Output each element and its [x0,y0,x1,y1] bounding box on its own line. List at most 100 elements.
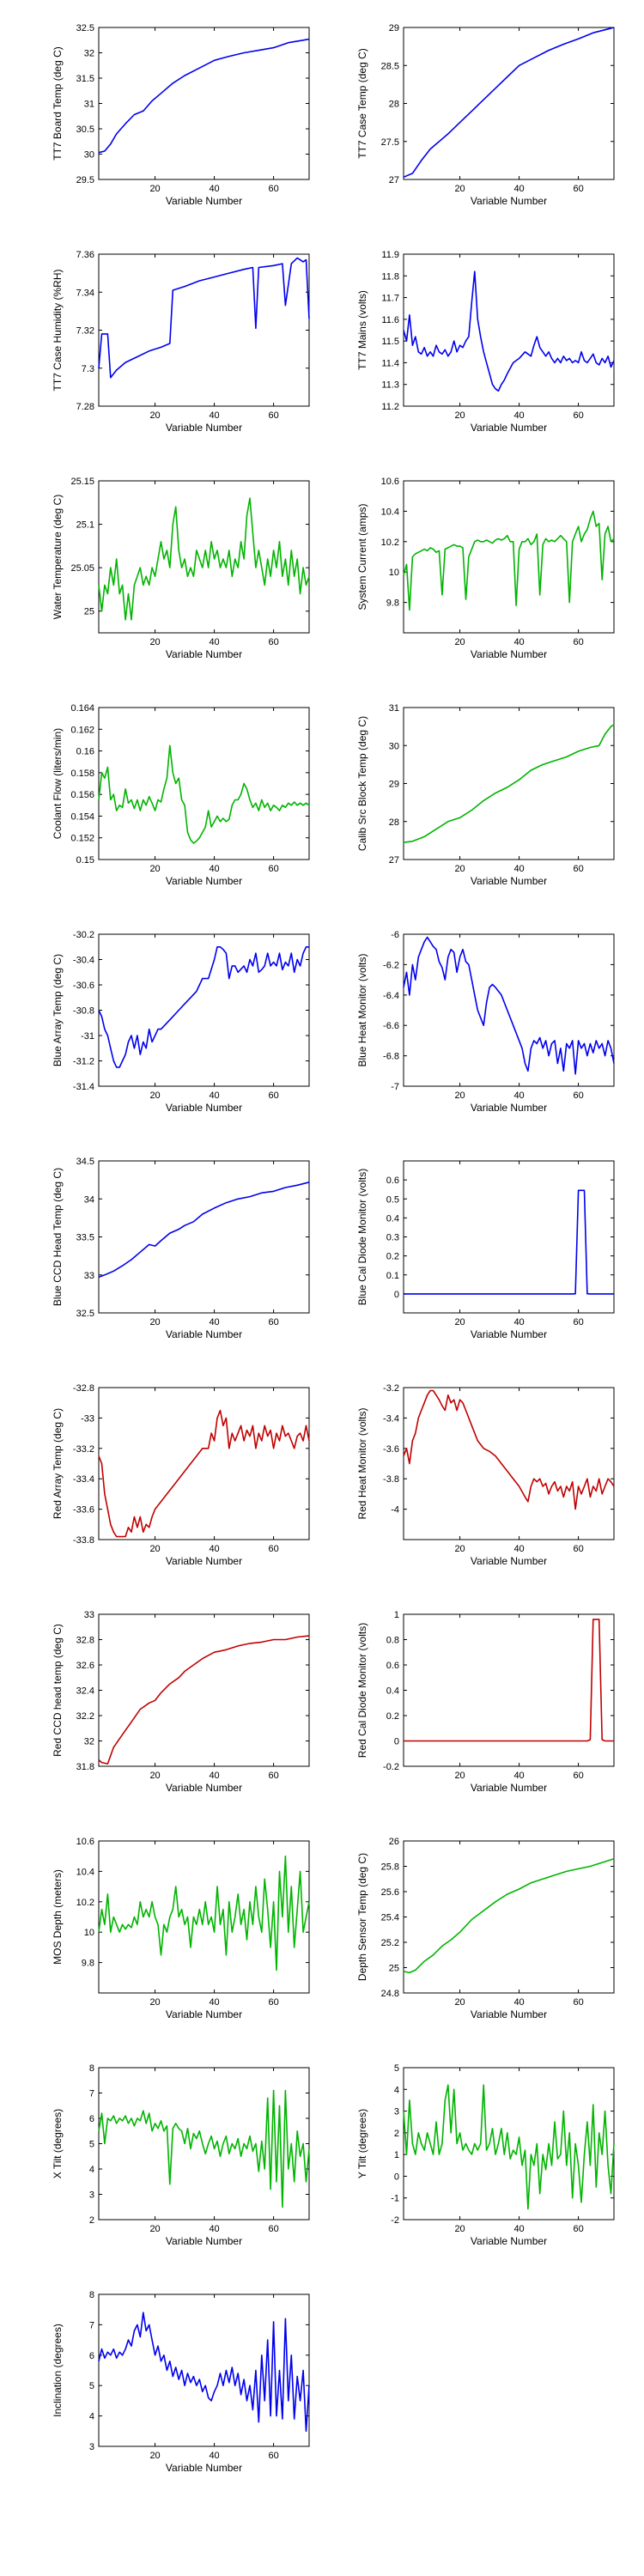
subplot-5: 20 40 60 25 25.05 25.1 25.15 Variable Number Wat… [52,477,310,660]
y-tick-label: 10.4 [76,1867,94,1877]
y-tick-label: -33.4 [73,1474,94,1485]
x-tick-label: 60 [268,2451,278,2461]
x-tick-label: 20 [454,864,465,874]
x-tick-label: 60 [268,410,278,421]
y-tick-label: -33.6 [73,1505,94,1516]
subplot-21: 20 40 60 3 4 5 6 7 8 Variable Number Inclination (… [52,2290,310,2474]
x-tick-label: 20 [149,410,160,421]
x-tick-label: 40 [209,1997,219,2008]
y-tick-label: 10.6 [76,1837,94,1847]
y-axis-label: TT7 Case Temp (deg C) [356,48,368,159]
subplot-15: 20 40 60 31.8 32 32.2 32.4 32.6 32.8 33 Variable N… [52,1610,310,1794]
x-tick-label: 40 [513,1317,524,1327]
subplot-2: 20 40 60 27 27.5 28 28.5 29 Variable Number TT7 C… [356,23,615,207]
y-tick-label: 2 [89,2215,94,2226]
x-axis-label: Variable Number [471,648,547,660]
series-line [98,38,310,154]
y-tick-label: 11.6 [381,315,399,325]
x-tick-label: 40 [209,864,219,874]
x-tick-label: 20 [149,637,160,647]
y-tick-label: 0.156 [70,790,94,800]
y-tick-label: 33.5 [76,1233,94,1243]
y-tick-label: 34 [84,1194,94,1205]
series-line [403,1389,615,1510]
x-tick-label: 40 [209,410,219,421]
x-tick-label: 40 [513,1771,524,1781]
axes-frame [98,933,310,1087]
x-axis-label: Variable Number [471,1555,547,1567]
y-tick-label: 27.5 [381,137,399,148]
axes-frame [98,1613,310,1767]
x-axis-label: Variable Number [471,195,547,207]
x-axis-label: Variable Number [471,875,547,887]
x-axis-label: Variable Number [166,1328,242,1340]
y-tick-label: 26 [389,1837,399,1847]
y-tick-label: 25 [84,607,94,617]
x-tick-label: 60 [268,2224,278,2234]
y-tick-label: 34.5 [76,1157,94,1167]
y-tick-label: 32.5 [76,23,94,33]
y-tick-label: 32.8 [76,1636,94,1646]
y-tick-label: 32 [84,1737,94,1747]
y-axis-label: Red Array Temp (deg C) [52,1408,64,1519]
x-axis-label: Variable Number [166,1102,242,1114]
subplot-3: 20 40 60 7.28 7.3 7.32 7.34 7.36 Variable Number… [52,250,310,434]
y-tick-label: 6 [89,2351,94,2361]
x-axis-label: Variable Number [166,2235,242,2247]
y-tick-label: -6.6 [383,1021,399,1031]
y-tick-label: 0.5 [386,1194,399,1205]
subplot-7: 20 40 60 0.15 0.152 0.154 0.156 0.158 0.16 0.162 0… [52,703,310,887]
y-tick-label: 25.4 [381,1913,399,1923]
y-tick-label: 5 [89,2381,94,2391]
y-tick-label: 28 [389,817,399,828]
y-tick-label: 10.6 [381,477,399,487]
y-axis-label: TT7 Mains (volts) [356,290,368,370]
y-tick-label: 3 [89,2190,94,2201]
y-tick-label: 5 [89,2140,94,2150]
y-tick-label: 0.6 [386,1661,399,1671]
y-tick-label: 0.2 [386,1252,399,1262]
x-tick-label: 20 [149,1544,160,1554]
y-tick-label: 0.3 [386,1233,399,1243]
x-axis-label: Variable Number [166,875,242,887]
y-tick-label: 10.2 [381,538,399,548]
y-axis-label: TT7 Case Humidity (%RH) [52,269,64,391]
x-tick-label: 60 [268,1544,278,1554]
axes-frame [403,27,615,180]
y-tick-label: 10.4 [381,507,399,517]
axes-frame [403,1840,615,1994]
x-tick-label: 20 [149,1317,160,1327]
x-tick-label: 60 [573,637,583,647]
y-tick-label: -3.8 [383,1474,399,1485]
y-tick-label: 29 [389,780,399,790]
x-tick-label: 40 [513,637,524,647]
y-tick-label: 11.5 [381,337,399,347]
series-line [404,1619,614,1742]
y-tick-label: -2 [391,2215,399,2226]
y-tick-label: 7.3 [82,364,94,374]
y-tick-label: -3.2 [383,1383,399,1394]
x-tick-label: 40 [513,864,524,874]
x-tick-label: 40 [209,1771,219,1781]
y-tick-label: -6.2 [383,960,399,970]
y-tick-label: 30 [389,741,399,751]
series-line [98,497,310,621]
y-tick-label: 1 [394,1610,399,1620]
x-axis-label: Variable Number [471,2235,547,2247]
y-tick-label: -6.8 [383,1052,399,1062]
x-tick-label: 60 [573,1771,583,1781]
y-tick-label: 8 [89,2063,94,2074]
y-tick-label: 0.16 [76,747,94,757]
y-tick-label: 4 [394,2085,399,2095]
y-axis-label: Inclination (degrees) [52,2324,64,2417]
y-tick-label: 7 [89,2320,94,2330]
axes-frame [403,933,615,1087]
x-axis-label: Variable Number [166,648,242,660]
y-axis-label: System Current (amps) [356,503,368,610]
y-axis-label: Water Temperature (deg C) [52,495,64,619]
x-tick-label: 40 [513,184,524,194]
series-line [403,27,615,179]
y-axis-label: Depth Sensor Temp (deg C) [356,1853,368,1981]
x-tick-label: 20 [454,1091,465,1101]
x-tick-label: 40 [209,1317,219,1327]
